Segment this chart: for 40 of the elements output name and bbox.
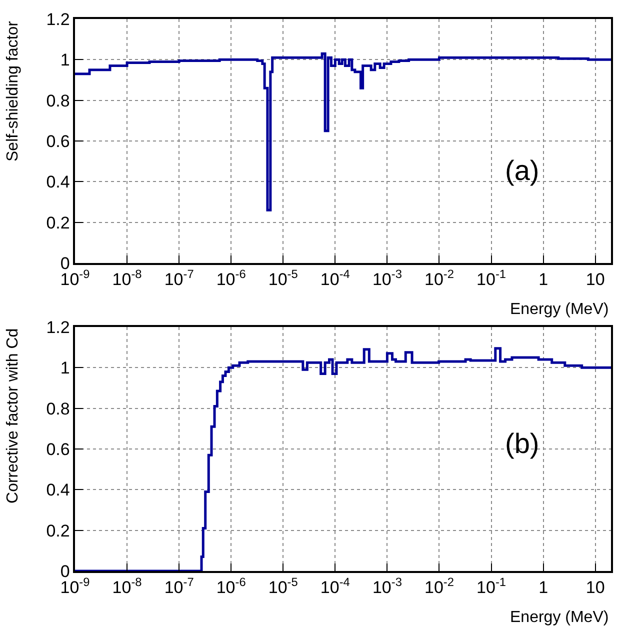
y-axis-title: Corrective factor with Cd [4, 328, 22, 504]
x-tick-label: 1 [538, 270, 548, 290]
y-tick-label: 0.2 [46, 213, 70, 232]
x-tick-label: 10$^{-2}$ [424, 267, 454, 290]
x-tick-label: 10 [586, 578, 605, 598]
y-tick-label: 0.4 [46, 480, 70, 500]
y-tick-label: 1.2 [46, 318, 70, 337]
x-tick-label: 10$^{-5}$ [268, 267, 298, 290]
x-tick-label: 10$^{-6}$ [216, 267, 246, 290]
y-tick-label: 1 [60, 358, 70, 378]
x-tick-label: 10$^{-2}$ [424, 575, 454, 598]
x-tick-label: 10$^{-7}$ [164, 267, 194, 290]
x-axis-title: Energy (MeV) [510, 609, 609, 626]
y-tick-label: 1.2 [46, 10, 70, 29]
x-tick-label: 10$^{-8}$ [112, 575, 142, 598]
x-axis-title: Energy (MeV) [510, 301, 609, 318]
x-tick-label: 10$^{-4}$ [320, 575, 350, 598]
y-tick-label: 0.6 [46, 132, 70, 151]
x-tick-label: 10$^{-6}$ [216, 575, 246, 598]
y-tick-label: 0.6 [46, 440, 70, 459]
y-tick-label: 1 [60, 50, 70, 70]
x-tick-label: 10$^{-4}$ [320, 267, 350, 290]
y-tick-label: 0.8 [46, 399, 70, 418]
x-tick-label: 1 [538, 578, 548, 598]
x-tick-label: 10$^{-1}$ [476, 267, 506, 290]
y-tick-label: 0 [60, 254, 70, 273]
x-tick-label: 10 [586, 270, 605, 290]
x-tick-label: 10$^{-7}$ [164, 575, 194, 598]
y-tick-label: 0 [60, 562, 70, 581]
x-tick-label: 10$^{-8}$ [112, 267, 142, 290]
x-tick-label: 10$^{-1}$ [476, 575, 506, 598]
x-tick-label: 10$^{-3}$ [372, 575, 402, 598]
y-axis-title: Self-shielding factor [4, 20, 22, 162]
annotation: (a) [505, 155, 540, 186]
y-tick-label: 0.2 [46, 521, 70, 540]
x-tick-label: 10$^{-3}$ [372, 267, 402, 290]
x-tick-label: 10$^{-5}$ [268, 575, 298, 598]
y-tick-label: 0.8 [46, 91, 70, 110]
y-tick-label: 0.4 [46, 172, 70, 192]
annotation: (b) [505, 428, 540, 459]
